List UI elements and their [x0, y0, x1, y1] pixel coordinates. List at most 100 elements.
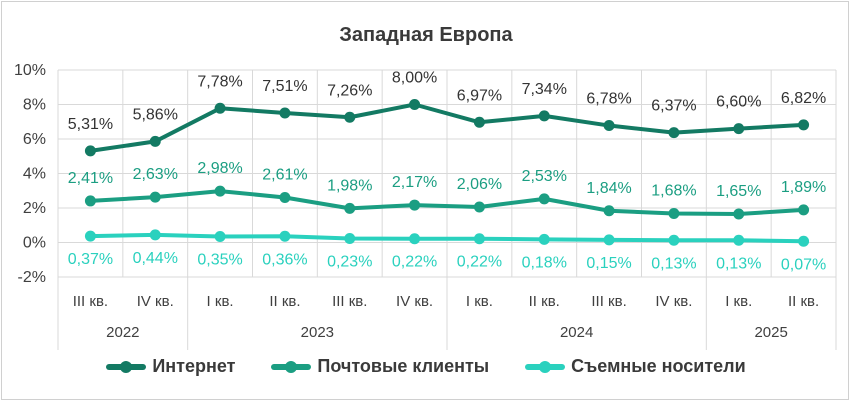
data-label: 0,35% — [197, 251, 242, 268]
data-point — [473, 116, 485, 128]
data-label: 7,51% — [262, 78, 307, 95]
data-point — [149, 229, 161, 241]
y-tick-label: 2% — [23, 200, 46, 217]
legend-item-mail-clients: Почтовые клиенты — [271, 356, 489, 377]
data-point — [668, 127, 680, 139]
data-label: 5,31% — [68, 116, 113, 133]
data-point — [279, 191, 291, 203]
data-point — [149, 191, 161, 203]
data-label: 8,00% — [392, 70, 437, 87]
data-label: 0,15% — [586, 255, 631, 272]
data-point — [214, 185, 226, 197]
data-label: 2,63% — [133, 166, 178, 183]
series-line-0 — [88, 102, 806, 153]
data-point — [473, 233, 485, 245]
data-label: 6,60% — [716, 94, 761, 111]
y-tick-label: 10% — [14, 62, 46, 79]
legend-label-mail-clients: Почтовые клиенты — [317, 356, 490, 376]
data-point — [84, 195, 96, 207]
data-label: 7,26% — [327, 82, 372, 99]
year-label: 2022 — [106, 324, 139, 341]
data-label: 2,53% — [522, 168, 567, 185]
data-label: 0,22% — [392, 254, 437, 271]
data-label: 0,36% — [262, 251, 307, 268]
x-tick-label: II кв. — [529, 293, 560, 310]
data-point — [798, 204, 810, 216]
legend: Интернет Почтовые клиенты Съемные носите… — [0, 356, 852, 377]
data-point — [279, 230, 291, 242]
data-label: 0,44% — [133, 250, 178, 267]
data-point — [603, 205, 615, 217]
data-label: 1,84% — [586, 180, 631, 197]
legend-swatch-mail-clients — [271, 360, 312, 373]
x-tick-label: III кв. — [332, 293, 367, 310]
data-point — [344, 233, 356, 245]
data-label: 0,18% — [522, 254, 567, 271]
data-point — [84, 230, 96, 242]
data-point — [668, 234, 680, 246]
y-tick-label: -2% — [18, 269, 46, 286]
data-point — [84, 145, 96, 157]
y-tick-label: 0% — [23, 235, 46, 252]
x-tick-label: IV кв. — [396, 293, 433, 310]
data-label: 7,34% — [522, 81, 567, 98]
data-label: 2,41% — [68, 170, 113, 187]
data-point — [344, 111, 356, 123]
data-label: 1,98% — [327, 177, 372, 194]
data-point — [344, 202, 356, 214]
year-label: 2023 — [301, 324, 334, 341]
legend-item-removable-media: Съемные носители — [525, 356, 746, 377]
legend-item-internet: Интернет — [106, 356, 235, 377]
year-label: 2024 — [560, 324, 593, 341]
data-label: 0,37% — [68, 251, 113, 268]
data-point — [149, 135, 161, 147]
data-label: 1,68% — [651, 183, 696, 200]
data-label: 1,65% — [716, 183, 761, 200]
data-point — [538, 110, 550, 122]
data-label: 0,13% — [651, 255, 696, 272]
data-label: 2,98% — [197, 160, 242, 177]
year-label: 2025 — [754, 324, 787, 341]
data-label: 6,78% — [586, 91, 631, 108]
legend-label-internet: Интернет — [152, 356, 236, 376]
data-point — [798, 119, 810, 131]
series-line-2 — [88, 232, 806, 244]
x-tick-label: III кв. — [73, 293, 108, 310]
legend-label-removable-media: Съемные носители — [571, 356, 746, 376]
x-tick-label: IV кв. — [655, 293, 692, 310]
data-label: 2,06% — [457, 176, 502, 193]
data-label: 2,61% — [262, 166, 307, 183]
data-point — [279, 107, 291, 119]
data-label: 6,97% — [457, 87, 502, 104]
data-label: 0,22% — [457, 254, 502, 271]
data-point — [668, 208, 680, 220]
data-point — [733, 123, 745, 135]
data-point — [214, 230, 226, 242]
data-point — [214, 102, 226, 114]
y-tick-label: 6% — [23, 131, 46, 148]
data-point — [409, 233, 421, 245]
x-tick-label: III кв. — [591, 293, 626, 310]
series-line-1 — [88, 189, 806, 217]
y-tick-label: 4% — [23, 166, 46, 183]
data-point — [603, 234, 615, 246]
data-point — [733, 208, 745, 220]
data-point — [798, 235, 810, 247]
data-label: 6,37% — [651, 98, 696, 115]
legend-swatch-internet — [106, 360, 147, 373]
data-label: 1,89% — [781, 179, 826, 196]
data-label: 2,17% — [392, 174, 437, 191]
y-tick-label: 8% — [23, 97, 46, 114]
data-label: 0,13% — [716, 255, 761, 272]
data-point — [473, 201, 485, 213]
data-point — [409, 199, 421, 211]
data-label: 6,82% — [781, 90, 826, 107]
data-point — [603, 120, 615, 132]
data-point — [409, 99, 421, 110]
chart-title: Западная Европа — [339, 24, 513, 46]
data-point — [538, 233, 550, 245]
x-tick-label: I кв. — [207, 293, 234, 310]
data-label: 0,07% — [781, 256, 826, 273]
data-label: 5,86% — [133, 106, 178, 123]
